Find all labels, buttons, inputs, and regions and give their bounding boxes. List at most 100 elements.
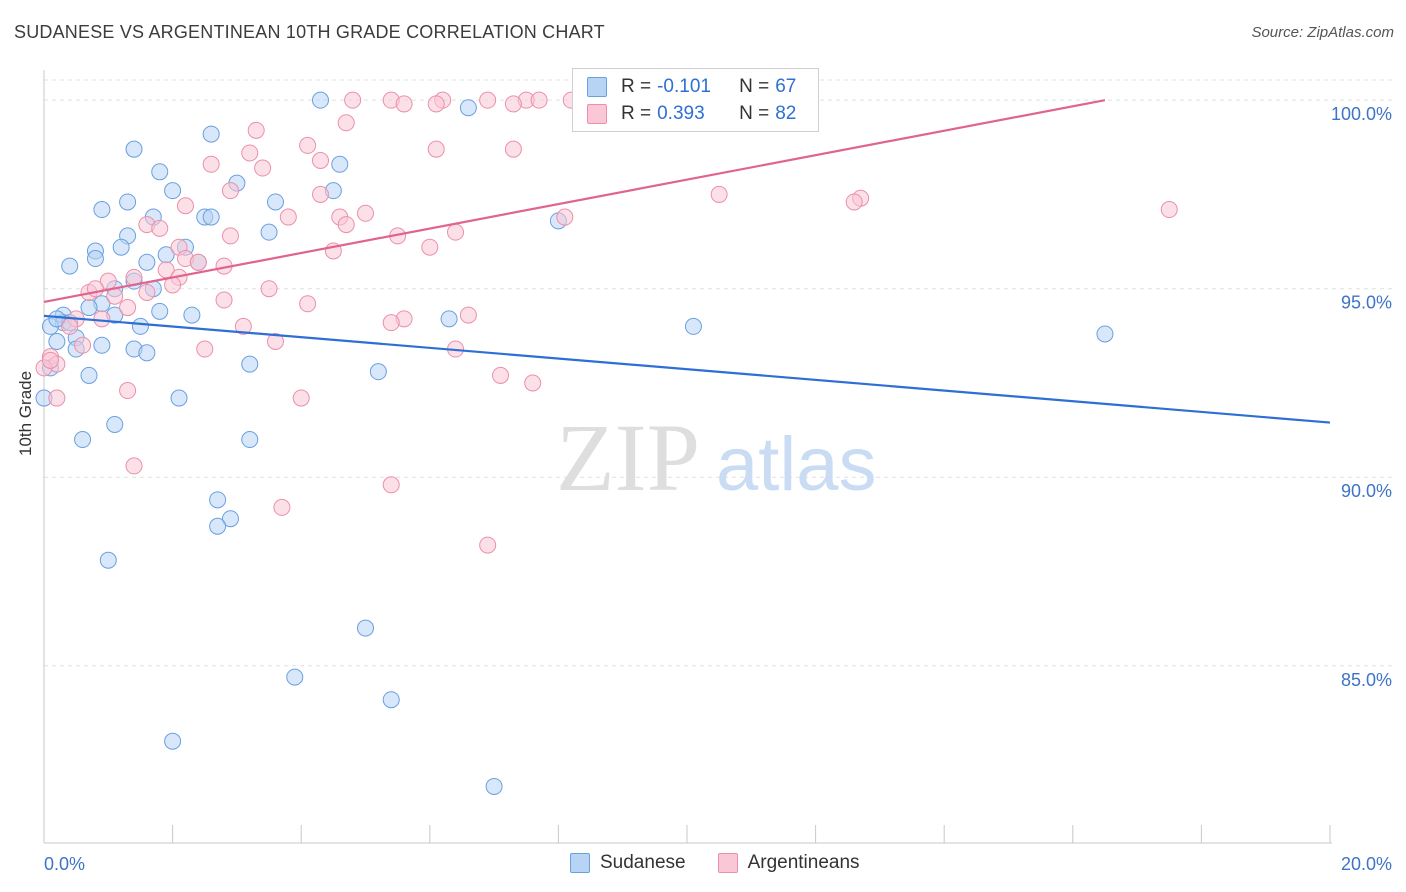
- point-sudanese: [119, 193, 137, 211]
- y-tick-label: 85.0%: [1341, 670, 1392, 690]
- point-argentineans: [215, 291, 233, 309]
- trend-line-sudanese: [43, 314, 1331, 424]
- point-sudanese: [440, 310, 458, 328]
- legend-item-argentineans[interactable]: Argentineans: [717, 852, 860, 874]
- point-argentineans: [61, 317, 79, 335]
- point-argentineans: [299, 295, 317, 313]
- point-argentineans: [260, 280, 278, 298]
- point-argentineans: [266, 332, 284, 350]
- point-argentineans: [395, 95, 413, 113]
- point-sudanese: [311, 91, 329, 109]
- point-argentineans: [311, 185, 329, 203]
- point-sudanese: [357, 619, 374, 637]
- point-argentineans: [41, 351, 59, 369]
- point-argentineans: [241, 144, 259, 162]
- point-sudanese: [331, 155, 349, 173]
- point-sudanese: [131, 317, 149, 335]
- point-sudanese: [260, 223, 278, 241]
- point-sudanese: [80, 366, 98, 384]
- grid-lines: [44, 79, 1392, 667]
- point-argentineans: [292, 389, 310, 407]
- point-sudanese: [93, 336, 111, 354]
- point-argentineans: [119, 382, 137, 400]
- point-sudanese: [382, 691, 400, 709]
- point-argentineans: [344, 91, 362, 109]
- point-sudanese: [183, 306, 201, 324]
- point-sudanese: [241, 355, 259, 373]
- point-sudanese: [209, 491, 227, 509]
- y-tick-label: 90.0%: [1341, 481, 1392, 501]
- point-sudanese: [138, 344, 156, 362]
- point-sudanese: [164, 182, 182, 200]
- r-value: 0.393: [657, 103, 705, 124]
- source-label: Source: ZipAtlas.com: [1251, 24, 1394, 41]
- point-argentineans: [189, 253, 207, 271]
- watermark-zip: ZIP: [556, 404, 700, 511]
- r-label: R =: [621, 103, 652, 124]
- y-axis-label: 10th Grade: [16, 370, 35, 456]
- legend-label-argentineans: Argentineans: [747, 852, 860, 873]
- point-argentineans: [845, 193, 863, 211]
- point-sudanese: [112, 238, 130, 256]
- tick-labels: 85.0% 90.0% 95.0% 100.0% 0.0% 20.0%: [44, 104, 1392, 874]
- point-sudanese: [286, 668, 304, 686]
- legend-swatch-pink: [587, 104, 607, 124]
- point-sudanese: [106, 415, 124, 433]
- point-argentineans: [382, 476, 400, 494]
- legend-row-argentineans: R = 0.393 N = 82: [587, 102, 796, 126]
- point-argentineans: [273, 498, 291, 516]
- point-sudanese: [369, 363, 387, 381]
- point-argentineans: [254, 159, 272, 177]
- point-argentineans: [524, 374, 542, 392]
- x-tick-label: 0.0%: [44, 854, 85, 874]
- n-value: 67: [775, 76, 797, 97]
- legend-swatch-sudanese: [570, 853, 590, 873]
- point-sudanese: [151, 163, 169, 181]
- point-sudanese: [202, 125, 220, 143]
- point-sudanese: [93, 201, 111, 219]
- n-value: 82: [775, 103, 797, 124]
- point-argentineans: [504, 140, 522, 158]
- point-argentineans: [427, 95, 445, 113]
- point-argentineans: [556, 208, 574, 226]
- point-sudanese: [221, 510, 239, 528]
- point-argentineans: [221, 182, 239, 200]
- point-sudanese: [164, 732, 182, 750]
- stats-legend: R = -0.101 N = 67 R = 0.393 N = 82: [572, 68, 819, 132]
- legend-label-sudanese: Sudanese: [600, 852, 686, 873]
- point-argentineans: [138, 283, 156, 301]
- point-argentineans: [337, 216, 355, 234]
- point-argentineans: [221, 227, 239, 245]
- watermark-atlas: atlas: [716, 422, 877, 507]
- point-argentineans: [710, 185, 728, 203]
- point-argentineans: [504, 95, 522, 113]
- series-legend: Sudanese Argentineans: [570, 852, 892, 874]
- point-sudanese: [48, 332, 66, 350]
- point-argentineans: [151, 219, 169, 237]
- legend-swatch-blue: [587, 77, 607, 97]
- point-sudanese: [80, 299, 98, 317]
- y-tick-label: 100.0%: [1331, 104, 1392, 124]
- point-sudanese: [61, 257, 79, 275]
- y-tick-label: 95.0%: [1341, 293, 1392, 313]
- legend-item-sudanese[interactable]: Sudanese: [570, 852, 686, 874]
- point-sudanese: [138, 253, 156, 271]
- point-argentineans: [530, 91, 548, 109]
- r-label: R =: [621, 76, 652, 97]
- x-tick-label: 20.0%: [1341, 854, 1392, 874]
- point-sudanese: [485, 777, 503, 795]
- point-argentineans: [1160, 201, 1178, 219]
- trend-line-argentineans: [43, 99, 1106, 303]
- point-argentineans: [119, 299, 137, 317]
- point-sudanese: [151, 302, 169, 320]
- point-argentineans: [382, 314, 400, 332]
- point-sudanese: [266, 193, 284, 211]
- point-argentineans: [247, 121, 265, 139]
- point-sudanese: [1096, 325, 1114, 343]
- trend-lines: [43, 99, 1331, 424]
- point-sudanese: [125, 140, 143, 158]
- point-sudanese: [202, 208, 220, 226]
- point-argentineans: [492, 366, 510, 384]
- point-argentineans: [479, 536, 497, 554]
